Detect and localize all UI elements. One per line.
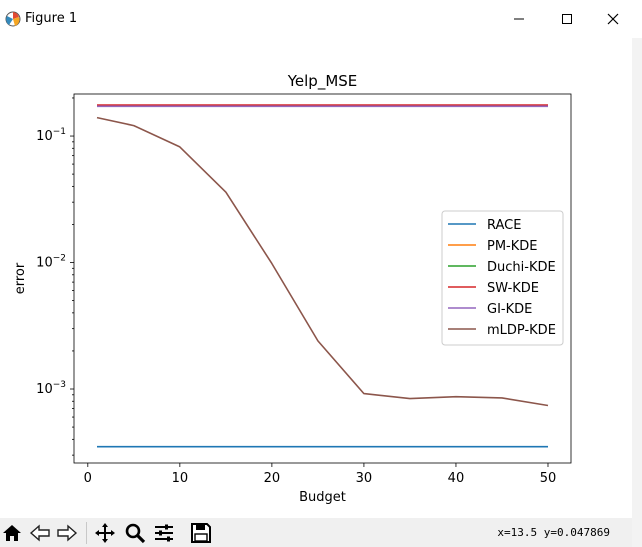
legend-label: Duchi-KDE (487, 260, 556, 275)
y-tick-label: 10−2 (36, 254, 66, 271)
minimize-icon (514, 18, 524, 20)
legend-label: mLDP-KDE (487, 323, 556, 338)
y-tick-label: 10−1 (36, 127, 66, 144)
minimize-button[interactable] (504, 6, 534, 32)
legend-label: PM-KDE (487, 239, 538, 254)
pan-button[interactable] (93, 521, 117, 545)
maximize-icon (562, 14, 572, 24)
legend-label: SW-KDE (487, 281, 539, 296)
chart: 10−1 10−2 10−3 0 10 20 30 40 50 Yelp_MSE Budget err… (13, 72, 572, 505)
cursor-coordinates: x=13.5 y=0.047869 (497, 526, 610, 539)
home-button[interactable] (0, 521, 24, 545)
navigation-toolbar: x=13.5 y=0.047869 (0, 518, 632, 547)
x-tick-label: 10 (172, 471, 189, 486)
y-tick-label: 10−3 (36, 380, 66, 397)
legend-label: RACE (487, 218, 521, 233)
y-axis-label: error (13, 262, 28, 294)
x-axis-label: Budget (299, 490, 346, 505)
back-button[interactable] (28, 521, 52, 545)
x-tick-label: 20 (264, 471, 281, 486)
save-button[interactable] (189, 521, 213, 545)
window-titlebar[interactable]: Figure 1 (0, 0, 642, 38)
close-icon (607, 13, 619, 25)
chart-title: Yelp_MSE (287, 72, 358, 91)
close-button[interactable] (598, 6, 628, 32)
legend-label: GI-KDE (487, 302, 532, 317)
subplots-button[interactable] (152, 521, 176, 545)
back-icon (29, 524, 50, 542)
forward-button[interactable] (55, 521, 79, 545)
zoom-button[interactable] (123, 521, 147, 545)
home-icon (3, 525, 21, 541)
pan-icon (95, 523, 115, 543)
zoom-icon (125, 523, 146, 544)
save-icon (191, 523, 211, 543)
maximize-button[interactable] (552, 6, 582, 32)
forward-icon (57, 524, 78, 542)
x-tick-label: 0 (84, 471, 92, 486)
x-tick-label: 40 (448, 471, 465, 486)
series-line-mldp-kde (96, 116, 549, 407)
matplotlib-app-icon (5, 11, 21, 27)
window-title: Figure 1 (25, 11, 78, 26)
subplots-icon (155, 524, 173, 542)
toolbar-separator (86, 522, 87, 544)
figure-canvas[interactable]: 10−1 10−2 10−3 0 10 20 30 40 50 Yelp_MSE Budget err… (0, 38, 632, 518)
x-tick-label: 30 (356, 471, 373, 486)
background-window-edge (632, 0, 642, 547)
x-tick-label: 50 (540, 471, 557, 486)
axes-frame (73, 93, 572, 464)
